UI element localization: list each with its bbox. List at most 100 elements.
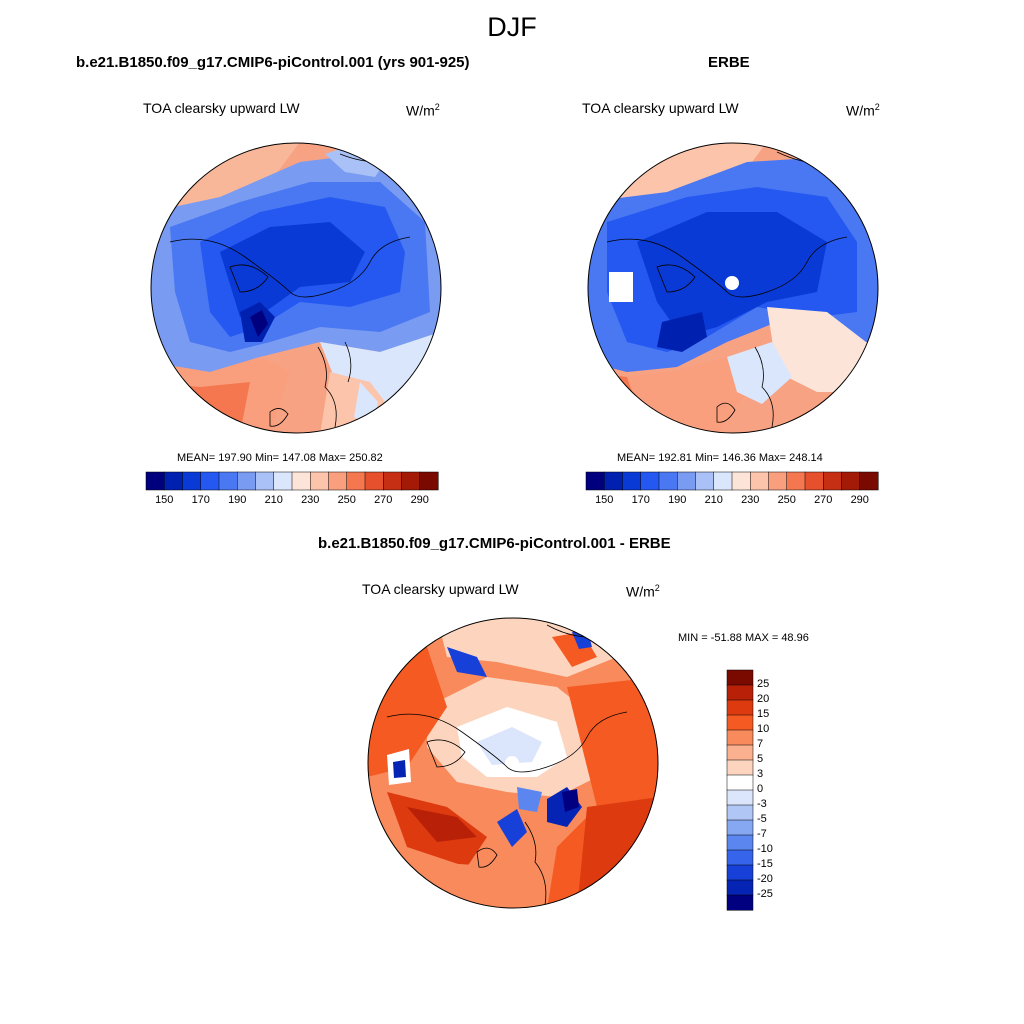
model-variable-label: TOA clearsky upward LW [143, 100, 300, 116]
diff-colorbar-tick-label: 25 [757, 678, 770, 690]
model-polar-map [150, 142, 442, 434]
model-colorbar-tick-label: 150 [155, 494, 174, 506]
obs-colorbar [585, 471, 879, 491]
obs-colorbar-tick-label: 170 [631, 494, 650, 506]
diff-colorbar-tick-label: 15 [757, 708, 770, 720]
obs-colorbar-ticks: 150 170 190 210 230 250 270 290 [586, 494, 878, 510]
obs-colorbar-swatch [604, 471, 624, 491]
model-colorbar-tick-label: 270 [374, 494, 393, 506]
diff-colorbar-tick-label: -25 [757, 888, 773, 900]
model-colorbar-tick-label: 230 [301, 494, 320, 506]
obs-colorbar-swatch [823, 471, 843, 491]
model-colorbar-swatch [364, 471, 384, 491]
diff-variable-label: TOA clearsky upward LW [362, 581, 519, 597]
model-colorbar-swatch [291, 471, 311, 491]
obs-stats-line: MEAN= 192.81 Min= 146.36 Max= 248.14 [617, 452, 823, 464]
obs-colorbar-swatch [768, 471, 788, 491]
model-colorbar-swatch [310, 471, 330, 491]
obs-colorbar-tick-label: 190 [668, 494, 687, 506]
diff-colorbar-tick-label: 0 [757, 783, 764, 795]
model-colorbar-swatch [182, 471, 202, 491]
model-colorbar-swatch [328, 471, 348, 491]
model-colorbar-tick-label: 250 [337, 494, 356, 506]
obs-colorbar-tick-label: 230 [741, 494, 760, 506]
model-colorbar-swatch [218, 471, 238, 491]
diff-colorbar-tick-label: 7 [757, 738, 764, 750]
season-title: DJF [487, 12, 537, 42]
obs-colorbar-swatch [585, 471, 605, 491]
obs-colorbar-swatch [695, 471, 715, 491]
model-colorbar-tick-label: 290 [410, 494, 429, 506]
model-colorbar-tick-label: 210 [264, 494, 283, 506]
diff-colorbar-swatch [726, 729, 754, 746]
obs-colorbar-swatch [713, 471, 733, 491]
diff-colorbar-swatch [726, 849, 754, 866]
obs-colorbar-swatch [841, 471, 861, 491]
obs-colorbar-tick-label: 210 [704, 494, 723, 506]
diff-colorbar-swatch [726, 894, 754, 911]
model-colorbar [145, 471, 439, 491]
diff-colorbar-tick-label: 10 [757, 723, 770, 735]
diff-polar-map [367, 617, 659, 909]
diff-colorbar-tick-label: -10 [757, 843, 773, 855]
model-colorbar-swatch [200, 471, 220, 491]
diff-colorbar-tick-label: 3 [757, 768, 764, 780]
model-colorbar-tick-label: 170 [191, 494, 210, 506]
diff-colorbar-swatch [726, 774, 754, 791]
diff-colorbar-tick-label: -20 [757, 873, 773, 885]
diff-colorbar-swatch [726, 759, 754, 776]
model-colorbar-swatch [401, 471, 421, 491]
obs-colorbar-tick-label: 150 [595, 494, 614, 506]
model-colorbar-swatch [145, 471, 165, 491]
obs-colorbar-swatch [677, 471, 697, 491]
model-colorbar-swatch [273, 471, 293, 491]
obs-colorbar-swatch [622, 471, 642, 491]
diff-colorbar-swatch [726, 834, 754, 851]
obs-colorbar-swatch [640, 471, 660, 491]
model-colorbar-swatch [383, 471, 403, 491]
diff-colorbar-tick-label: -3 [757, 798, 767, 810]
diff-colorbar-tick-label: 20 [757, 693, 770, 705]
obs-colorbar-swatch [786, 471, 806, 491]
obs-units-label: W/m2 [846, 102, 880, 119]
model-colorbar-swatch [419, 471, 439, 491]
diff-colorbar-tick-label: -15 [757, 858, 773, 870]
model-colorbar-swatch [346, 471, 366, 491]
obs-colorbar-swatch [804, 471, 824, 491]
diff-units-label: W/m2 [626, 583, 660, 600]
model-colorbar-tick-label: 190 [228, 494, 247, 506]
obs-variable-label: TOA clearsky upward LW [582, 100, 739, 116]
obs-colorbar-swatch [731, 471, 751, 491]
diff-colorbar-tick-label: 5 [757, 753, 764, 765]
obs-panel-title: ERBE [708, 54, 750, 71]
diff-colorbar-swatch [726, 699, 754, 716]
diff-colorbar-swatch [726, 819, 754, 836]
diff-colorbar-swatch [726, 714, 754, 731]
model-colorbar-swatch [255, 471, 275, 491]
diff-colorbar-swatch [726, 864, 754, 881]
diff-panel-title: b.e21.B1850.f09_g17.CMIP6-piControl.001 … [318, 535, 671, 552]
diff-colorbar-swatch [726, 789, 754, 806]
obs-colorbar-swatch [750, 471, 770, 491]
obs-colorbar-swatch [658, 471, 678, 491]
obs-polar-map [587, 142, 879, 434]
model-stats-line: MEAN= 197.90 Min= 147.08 Max= 250.82 [177, 452, 383, 464]
diff-colorbar-swatch [726, 684, 754, 701]
model-colorbar-swatch [237, 471, 257, 491]
diff-colorbar-swatch [726, 669, 754, 686]
obs-colorbar-tick-label: 290 [850, 494, 869, 506]
diff-colorbar-ticks: 25 20 15 10 7 5 3 0 -3 -5 -7 -10 -15 -20 -25 [757, 670, 797, 910]
diff-colorbar-swatch [726, 879, 754, 896]
diff-colorbar-tick-label: -7 [757, 828, 767, 840]
model-colorbar-ticks: 150 170 190 210 230 250 270 290 [146, 494, 438, 510]
diff-colorbar [726, 669, 754, 911]
obs-colorbar-tick-label: 250 [777, 494, 796, 506]
diff-colorbar-swatch [726, 804, 754, 821]
model-panel-title: b.e21.B1850.f09_g17.CMIP6-piControl.001 … [76, 54, 470, 71]
diff-stats-line: MIN = -51.88 MAX = 48.96 [678, 632, 809, 644]
model-units-label: W/m2 [406, 102, 440, 119]
diff-colorbar-tick-label: -5 [757, 813, 767, 825]
model-colorbar-swatch [164, 471, 184, 491]
obs-colorbar-swatch [859, 471, 879, 491]
diff-colorbar-swatch [726, 744, 754, 761]
